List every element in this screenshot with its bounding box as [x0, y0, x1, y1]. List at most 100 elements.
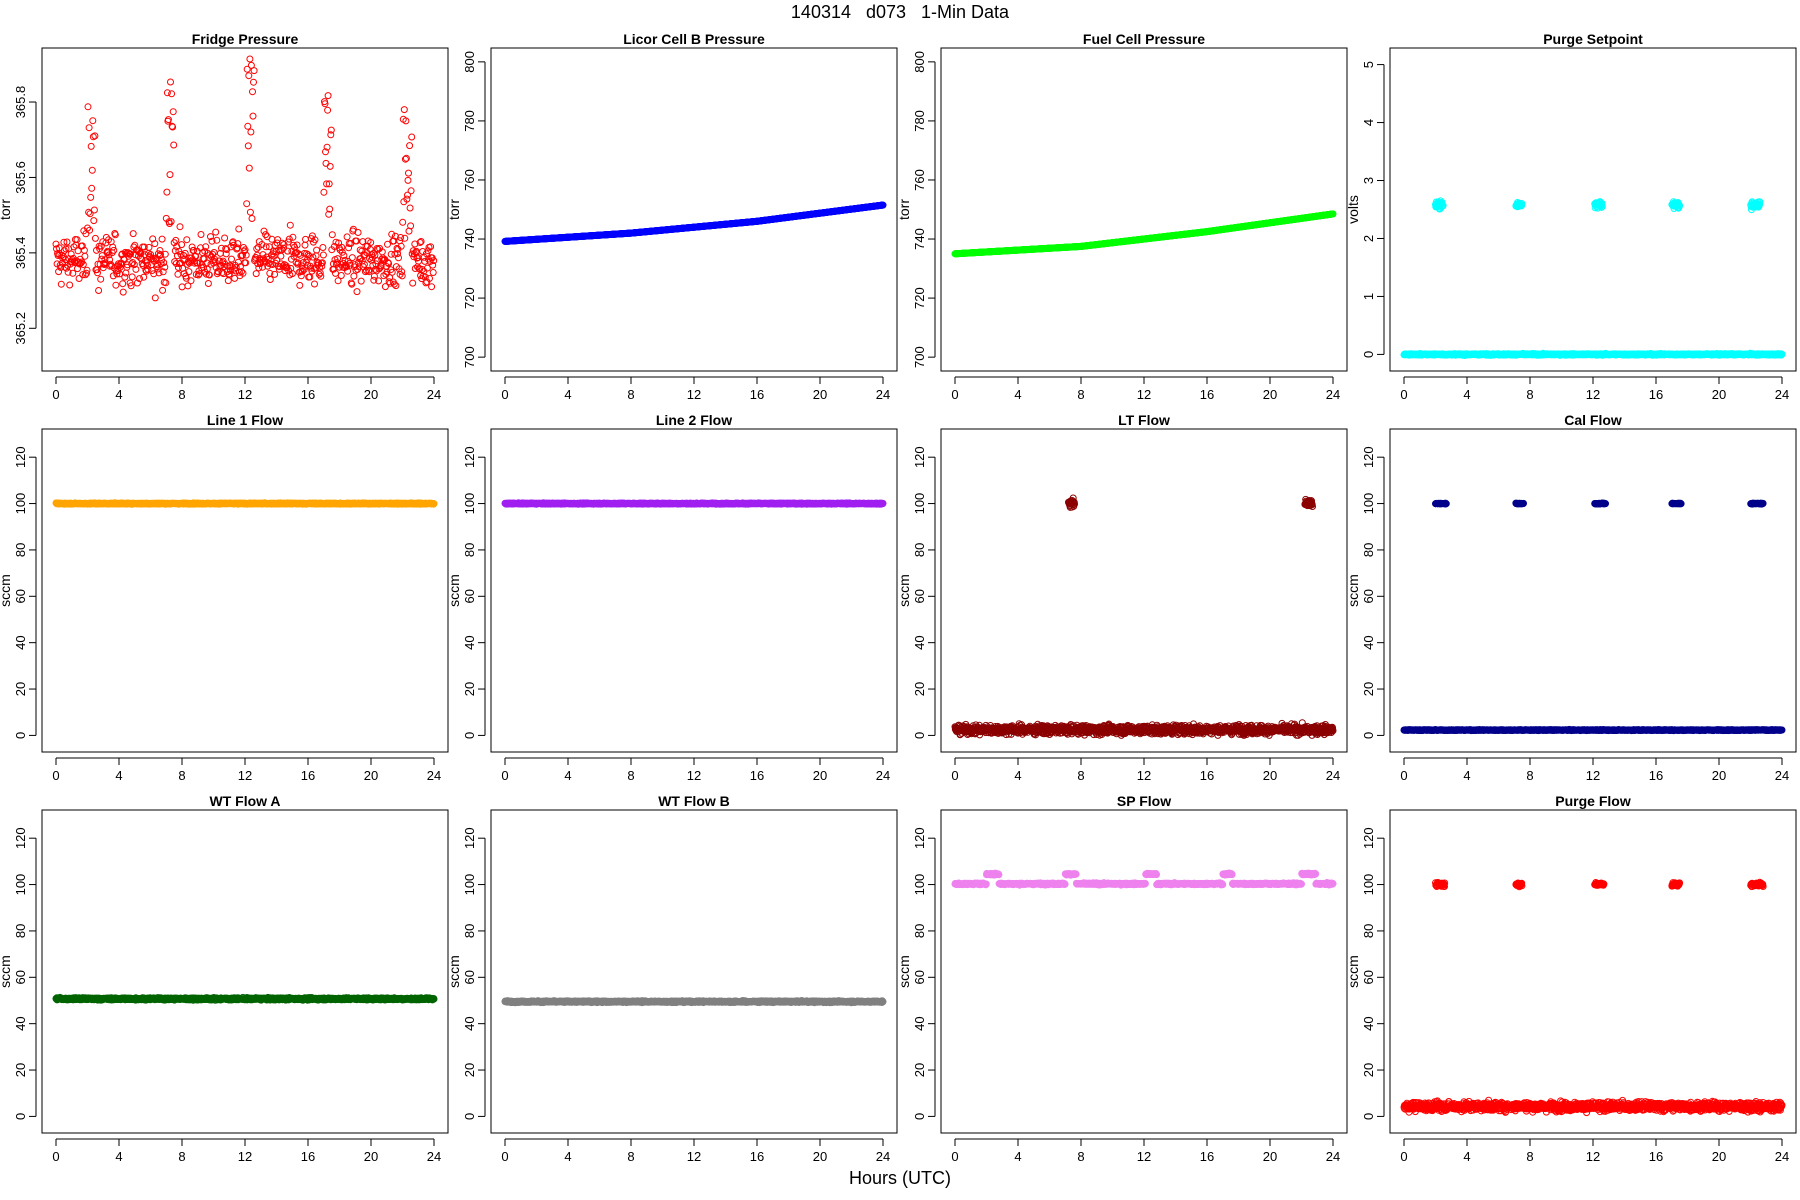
x-tick-label: 12 [238, 387, 252, 402]
data-point [406, 204, 414, 212]
data-point [181, 249, 189, 257]
data-point [221, 234, 229, 242]
data-point [262, 231, 270, 239]
data-point [288, 270, 296, 278]
data-point [338, 243, 346, 251]
data-points [1400, 197, 1786, 359]
data-point [1438, 198, 1446, 206]
data-point [411, 265, 419, 272]
data-point [334, 255, 342, 263]
y-tick-label: 780 [912, 110, 927, 132]
data-point [208, 237, 216, 245]
data-point [249, 88, 256, 96]
data-point [119, 288, 127, 296]
y-tick-label: 365.6 [13, 161, 28, 194]
data-point [309, 253, 317, 261]
data-point [384, 240, 391, 248]
data-point [242, 259, 250, 267]
y-tick-label: 700 [912, 346, 927, 368]
data-point [337, 272, 345, 279]
data-point [211, 255, 219, 263]
data-point [365, 268, 373, 276]
data-point [324, 92, 332, 100]
data-point [213, 236, 221, 244]
data-point [109, 243, 117, 251]
figure-title: 140314 d073 1-Min Data [790, 2, 1010, 22]
data-point [119, 280, 127, 288]
data-point [306, 273, 314, 281]
data-point [325, 180, 333, 188]
data-point [127, 250, 135, 258]
data-point [128, 273, 136, 281]
data-point [407, 222, 415, 230]
data-point [162, 279, 170, 287]
data-point [159, 286, 167, 294]
data-point [271, 270, 279, 278]
x-tick-label: 16 [1200, 387, 1214, 402]
data-point [361, 251, 369, 259]
data-point [344, 257, 352, 265]
data-point [55, 244, 63, 252]
data-point [1439, 202, 1447, 210]
data-point [153, 261, 161, 269]
data-point [64, 268, 72, 276]
data-point [75, 275, 83, 282]
data-point [90, 217, 98, 225]
data-point [87, 142, 95, 150]
data-point [303, 256, 311, 264]
data-point [1598, 200, 1606, 207]
data-point [300, 266, 308, 274]
data-point [266, 276, 274, 283]
data-point [169, 108, 177, 116]
data-point [361, 268, 369, 276]
data-point [879, 201, 887, 209]
x-tick-label: 20 [364, 387, 378, 402]
data-point [231, 274, 239, 282]
data-point [107, 260, 115, 268]
data-point [388, 268, 396, 276]
data-point [348, 280, 356, 288]
data-point [258, 241, 266, 248]
data-point [284, 247, 292, 255]
data-point [222, 250, 230, 258]
data-point [242, 251, 250, 259]
data-point [377, 262, 385, 270]
data-point [187, 277, 195, 285]
data-point [428, 283, 436, 291]
data-point [404, 191, 411, 199]
data-point [297, 272, 305, 280]
data-point [245, 72, 253, 80]
data-point [403, 195, 411, 203]
data-point [200, 263, 208, 271]
data-point [60, 238, 68, 246]
data-point [188, 243, 196, 251]
data-point [145, 243, 153, 251]
data-point [244, 122, 252, 130]
data-point [236, 263, 244, 271]
data-point [392, 282, 400, 290]
data-point [326, 205, 334, 213]
plot-title: Fuel Cell Pressure [1083, 31, 1205, 47]
y-tick-label: 760 [462, 169, 477, 191]
data-point [88, 184, 96, 192]
data-point [159, 268, 167, 276]
data-point [239, 251, 246, 259]
data-point [161, 250, 169, 258]
data-point [334, 277, 342, 285]
data-point [401, 155, 409, 163]
data-point [371, 251, 379, 259]
data-point [293, 241, 301, 249]
data-point [286, 221, 294, 229]
data-point [323, 143, 331, 151]
y-axis-label: torr [896, 199, 912, 220]
data-point [121, 273, 129, 281]
data-point [381, 283, 389, 291]
data-point [422, 279, 430, 287]
data-point [277, 260, 285, 268]
data-point [110, 246, 118, 254]
data-point [260, 227, 268, 235]
data-point [311, 236, 319, 244]
